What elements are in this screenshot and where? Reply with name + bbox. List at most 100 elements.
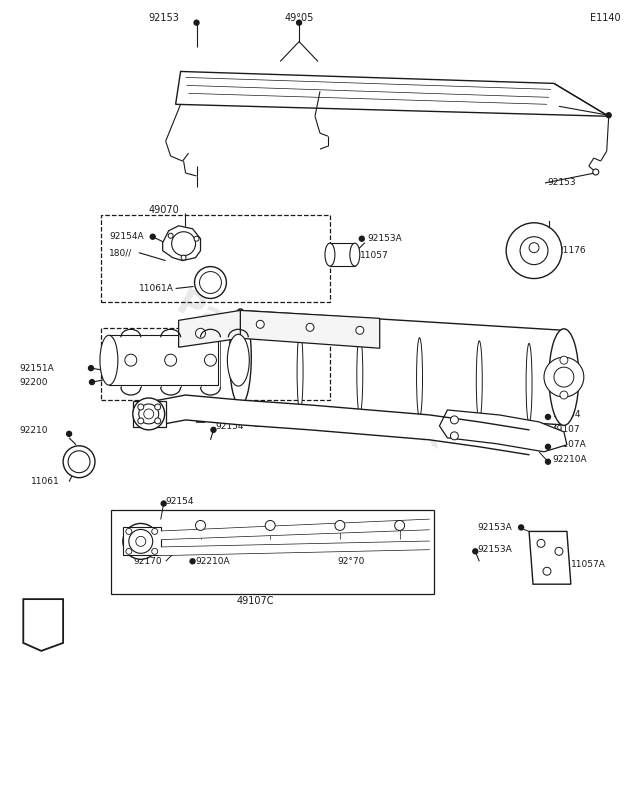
Circle shape [123, 523, 159, 559]
Polygon shape [159, 519, 430, 539]
Circle shape [200, 271, 221, 294]
Polygon shape [240, 310, 564, 425]
Circle shape [306, 323, 314, 331]
Ellipse shape [549, 329, 579, 426]
Polygon shape [240, 310, 380, 348]
Text: 92153: 92153 [547, 178, 576, 187]
Text: 49°05: 49°05 [284, 13, 313, 22]
Text: 92210A: 92210A [195, 557, 230, 566]
Text: 92153A: 92153A [477, 545, 512, 554]
Circle shape [90, 379, 94, 385]
Circle shape [554, 367, 574, 387]
Ellipse shape [297, 331, 303, 411]
Text: 11061: 11061 [31, 477, 60, 486]
Text: 11057: 11057 [360, 251, 389, 260]
Circle shape [194, 20, 199, 25]
Circle shape [143, 409, 154, 419]
Ellipse shape [228, 334, 249, 386]
Circle shape [150, 234, 155, 239]
Circle shape [195, 521, 205, 530]
Polygon shape [529, 531, 571, 584]
Circle shape [165, 354, 176, 366]
Text: 92170: 92170 [134, 557, 162, 566]
Text: 11057A: 11057A [571, 560, 605, 569]
Circle shape [545, 459, 550, 464]
Text: 49107C: 49107C [236, 596, 274, 606]
Circle shape [211, 427, 216, 432]
Text: 49107B: 49107B [179, 362, 214, 372]
Circle shape [152, 529, 158, 534]
Circle shape [133, 398, 165, 430]
Circle shape [360, 236, 364, 242]
Text: 49107: 49107 [552, 426, 581, 434]
Circle shape [125, 354, 137, 366]
Ellipse shape [229, 309, 252, 406]
Circle shape [265, 521, 275, 530]
Circle shape [451, 416, 458, 424]
Circle shape [335, 521, 345, 530]
Circle shape [473, 549, 478, 554]
Circle shape [256, 320, 264, 328]
Text: 49107A: 49107A [552, 440, 586, 450]
Circle shape [172, 232, 195, 256]
Circle shape [606, 113, 611, 118]
Circle shape [356, 326, 364, 334]
Text: 49070: 49070 [149, 205, 179, 215]
Polygon shape [133, 401, 166, 427]
Circle shape [68, 450, 90, 473]
Polygon shape [162, 226, 200, 261]
Circle shape [155, 418, 161, 424]
Text: E1140: E1140 [590, 13, 621, 22]
Circle shape [194, 236, 199, 242]
Polygon shape [176, 71, 609, 116]
Circle shape [155, 404, 161, 410]
Circle shape [560, 391, 568, 399]
Circle shape [520, 237, 548, 265]
Circle shape [152, 548, 158, 554]
Ellipse shape [477, 341, 482, 421]
Text: 92153A: 92153A [477, 523, 512, 532]
Circle shape [161, 501, 166, 506]
Text: 92154A: 92154A [109, 232, 143, 242]
Circle shape [66, 431, 71, 436]
Text: FRONT: FRONT [27, 617, 59, 626]
Ellipse shape [350, 243, 360, 266]
Ellipse shape [325, 243, 335, 266]
Circle shape [543, 567, 551, 575]
Circle shape [136, 536, 146, 546]
Polygon shape [149, 395, 529, 454]
Circle shape [139, 404, 159, 424]
Ellipse shape [100, 335, 118, 385]
Bar [101, 328, 330, 400]
Circle shape [88, 366, 94, 370]
Circle shape [126, 548, 132, 554]
Circle shape [593, 169, 599, 175]
Text: 180//: 180// [109, 248, 132, 257]
Circle shape [506, 222, 562, 278]
Text: 92154: 92154 [216, 422, 244, 431]
Text: 92153A: 92153A [368, 234, 403, 243]
Polygon shape [330, 242, 355, 266]
Ellipse shape [357, 334, 363, 414]
Circle shape [545, 414, 550, 419]
Text: 92153: 92153 [149, 13, 179, 22]
Circle shape [296, 20, 301, 25]
Circle shape [195, 266, 226, 298]
Circle shape [181, 255, 186, 260]
Ellipse shape [526, 343, 532, 423]
Text: 92151A: 92151A [20, 364, 54, 373]
Text: 21176: 21176 [557, 246, 586, 255]
Circle shape [63, 446, 95, 478]
Circle shape [519, 525, 523, 530]
Circle shape [126, 529, 132, 534]
Text: 92°70: 92°70 [337, 557, 364, 566]
Circle shape [138, 404, 143, 410]
Ellipse shape [416, 338, 423, 418]
Bar [111, 510, 434, 594]
Circle shape [205, 354, 216, 366]
Text: 92210: 92210 [20, 426, 48, 435]
Circle shape [451, 432, 458, 440]
Circle shape [129, 530, 153, 554]
Polygon shape [23, 599, 63, 651]
Text: 92210A: 92210A [552, 455, 586, 464]
